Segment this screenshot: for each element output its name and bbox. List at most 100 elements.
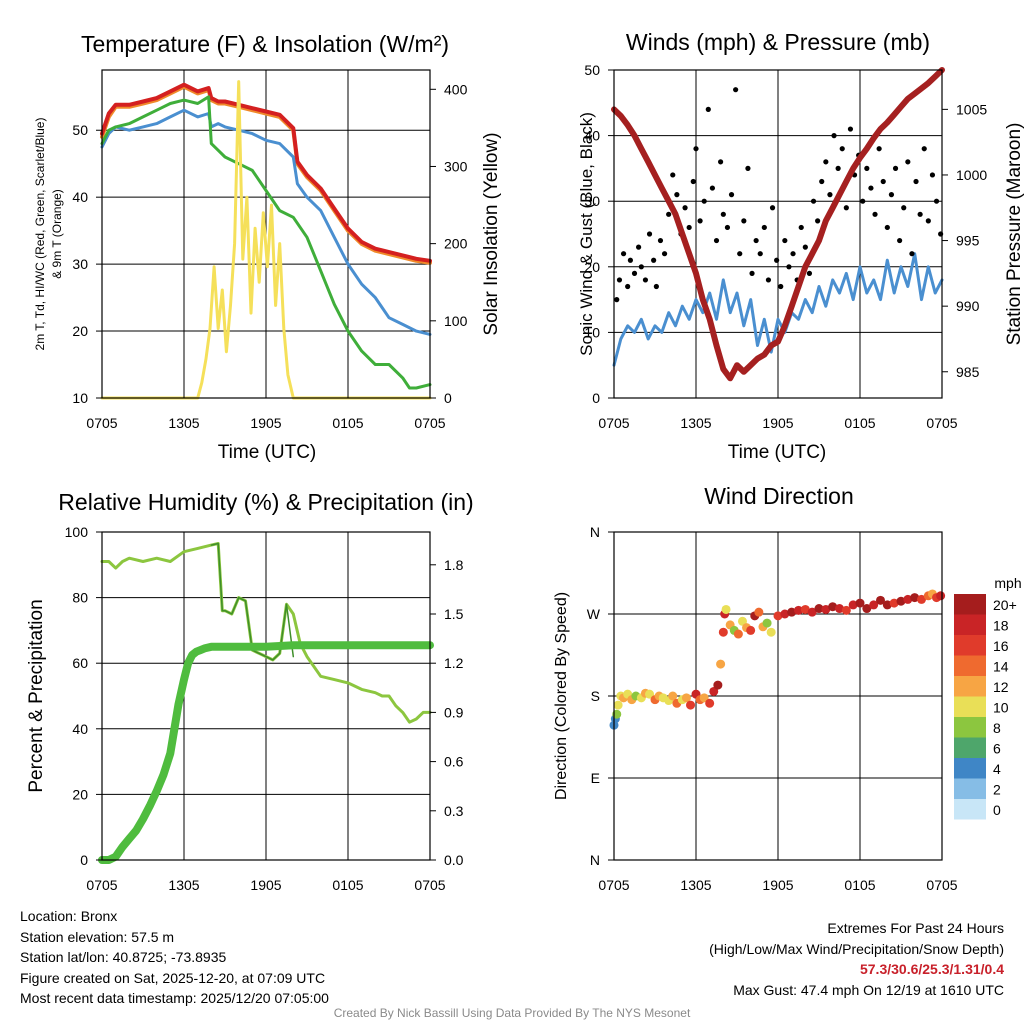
latlon-text: Station lat/lon: 40.8725; -73.8935 [20, 949, 227, 965]
direction-point [841, 605, 851, 615]
humidity-title: Relative Humidity (%) & Precipitation (i… [58, 489, 473, 515]
temperature-series-red [100, 82, 432, 263]
winds-gust-point [728, 192, 735, 198]
winds-gust-point [686, 224, 692, 231]
winds-gust-point [733, 87, 739, 93]
winds-xtick-label: 1905 [762, 415, 793, 431]
recent-data-text: Most recent data timestamp: 2025/12/20 0… [20, 990, 329, 1006]
wind_direction-ytick-label: S [591, 688, 600, 704]
winds-gust-point [693, 146, 699, 152]
winds-gust-point [625, 283, 631, 290]
colorbar-label: 12 [993, 679, 1009, 695]
colorbar-label: 20+ [993, 597, 1017, 613]
direction-point [862, 604, 872, 614]
humidity-ytick-label: 80 [72, 590, 88, 606]
wind_direction-ytick-label: N [590, 524, 600, 540]
winds-gust-point [929, 172, 936, 178]
winds-gust-point [620, 251, 627, 257]
colorbar-label: 10 [993, 700, 1009, 716]
colorbar-swatch [954, 635, 986, 656]
winds-gust-point [697, 218, 703, 224]
direction-point [903, 594, 913, 604]
location-text: Location: Bronx [20, 908, 118, 924]
winds-gust-point [769, 205, 776, 211]
winds-gust-point [827, 192, 833, 198]
winds-gust-point [646, 231, 653, 237]
direction-point [699, 693, 709, 703]
humidity-y2tick-label: 0.0 [444, 852, 464, 868]
winds-gust-point [884, 224, 890, 231]
winds-gust-point [798, 224, 804, 231]
winds-y2tick-label: 1000 [956, 167, 987, 183]
humidity-xtick-label: 0705 [86, 877, 117, 893]
colorbar-swatch [954, 594, 986, 615]
winds-gust-point [876, 146, 882, 152]
created-text: Figure created on Sat, 2025-12-20, at 07… [20, 969, 326, 986]
colorbar-swatch [954, 614, 986, 635]
winds-ytick-label: 50 [584, 62, 600, 78]
winds-gust-point [638, 264, 644, 270]
winds-gust-point [701, 198, 707, 204]
direction-point [807, 607, 817, 617]
direction-point [882, 600, 892, 610]
direction-point [876, 595, 885, 605]
winds-gust-point [718, 159, 724, 165]
winds-gust-point [631, 270, 638, 276]
colorbar-swatch [954, 717, 986, 738]
winds-gust-point [909, 251, 915, 257]
humidity-xtick-label: 0705 [414, 877, 445, 893]
winds-gust-point [819, 178, 825, 185]
colorbar-swatch [954, 799, 986, 820]
direction-point [828, 602, 838, 612]
winds-ytick-label: 30 [584, 193, 600, 209]
winds-gust-point [774, 257, 780, 263]
extremes-info: Extremes For Past 24 Hours (High/Low/Max… [709, 918, 1004, 1000]
temperature-xtick-label: 1905 [250, 415, 281, 431]
colorbar-swatch [954, 676, 986, 697]
wind_direction-title: Wind Direction [704, 483, 854, 509]
colorbar-label: 4 [993, 761, 1001, 777]
direction-point [896, 596, 906, 606]
winds-gust-point [614, 297, 620, 303]
winds-gust-point [872, 211, 878, 217]
direction-point [766, 627, 776, 637]
direction-point [835, 604, 844, 614]
winds-series-blue [612, 252, 944, 367]
humidity-series-precip [98, 641, 434, 864]
colorbar-swatch [954, 655, 986, 676]
winds-title: Winds (mph) & Pressure (mb) [626, 29, 930, 55]
winds-gust-point [720, 211, 726, 217]
winds-gust-point [741, 218, 747, 224]
winds-gust-point [888, 192, 895, 198]
winds-gust-point [709, 185, 716, 191]
direction-point [869, 600, 879, 610]
humidity-chart [96, 531, 436, 864]
humidity-ytick-label: 60 [72, 655, 88, 671]
wind_direction-xtick-label: 1305 [680, 877, 711, 893]
winds-gust-point [905, 159, 911, 165]
winds-series-maroon [611, 67, 945, 382]
winds-ytick-label: 20 [584, 259, 600, 275]
winds-xtick-label: 0705 [926, 415, 957, 431]
winds-gust-point [913, 178, 919, 185]
direction-point [713, 680, 723, 690]
winds-gust-point [802, 244, 808, 250]
colorbar-label: 6 [993, 741, 1001, 757]
winds-gust-point [835, 165, 841, 171]
temperature-series-yellow [100, 80, 432, 400]
winds-ytick-label: 10 [584, 324, 600, 340]
humidity-y2tick-label: 0.9 [444, 704, 464, 720]
direction-point [800, 604, 810, 614]
winds-gust-point [810, 198, 817, 204]
humidity-ytick-label: 0 [80, 852, 88, 868]
winds-gust-point [806, 270, 813, 276]
winds-gust-point [761, 224, 767, 231]
temperature-y2tick-label: 200 [444, 236, 468, 252]
humidity-ylabel: Percent & Precipitation [26, 599, 47, 792]
temperature-ylabel: & 9m T (Orange) [50, 189, 64, 279]
colorbar-label: 16 [993, 638, 1009, 654]
direction-point [780, 609, 790, 619]
direction-point [709, 686, 719, 696]
direction-point [794, 605, 803, 615]
